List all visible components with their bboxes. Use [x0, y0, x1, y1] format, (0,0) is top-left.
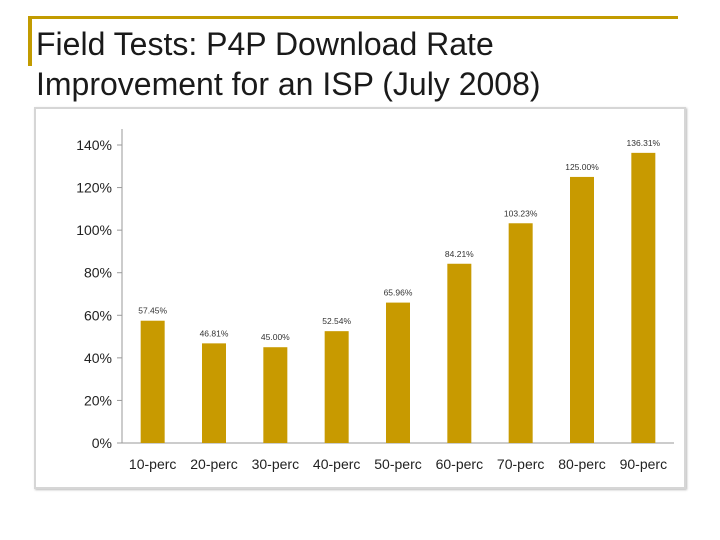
- x-tick-label: 10-perc: [129, 456, 176, 472]
- x-tick-label: 40-perc: [313, 456, 360, 472]
- y-tick-label: 0%: [92, 435, 112, 451]
- bar: [447, 263, 472, 443]
- slide-title-line2: Improvement for an ISP (July 2008): [36, 66, 541, 102]
- x-tick-label: 60-perc: [436, 456, 483, 472]
- y-tick-label: 40%: [84, 350, 112, 366]
- y-tick-label: 60%: [84, 307, 112, 323]
- y-tick-label: 120%: [76, 180, 112, 196]
- data-label: 65.96%: [384, 288, 413, 298]
- title-accent-bar-horizontal: [28, 16, 678, 19]
- y-tick-label: 80%: [84, 265, 112, 281]
- data-label: 125.00%: [565, 162, 599, 172]
- x-tick-label: 70-perc: [497, 456, 544, 472]
- bar: [263, 347, 288, 443]
- data-label: 84.21%: [445, 249, 474, 259]
- slide-title-block: Field Tests: P4P Download Rate Improveme…: [28, 16, 678, 102]
- bar-chart: 0% 20% 40% 60% 80% 100% 120% 140% 57.45% 10-perc 4…: [76, 129, 674, 472]
- x-tick-label: 90-perc: [620, 456, 667, 472]
- bar: [570, 176, 594, 443]
- data-label: 136.31%: [627, 138, 661, 148]
- bar: [631, 152, 656, 443]
- x-tick-label: 20-perc: [190, 456, 237, 472]
- x-tick-label: 50-perc: [374, 456, 421, 472]
- data-label: 103.23%: [504, 208, 538, 218]
- bar: [202, 343, 226, 443]
- slide-title-line1: Field Tests: P4P Download Rate: [36, 26, 494, 62]
- chart-frame: 0% 20% 40% 60% 80% 100% 120% 140% 57.45% 10-perc 4…: [34, 107, 686, 489]
- bar: [386, 302, 410, 443]
- data-label: 46.81%: [200, 328, 229, 338]
- bar: [140, 320, 165, 443]
- x-tick-label: 30-perc: [252, 456, 299, 472]
- y-tick-label: 140%: [76, 137, 112, 153]
- slide-title: Field Tests: P4P Download Rate Improveme…: [36, 24, 696, 104]
- bar: [508, 223, 533, 443]
- data-label: 57.45%: [138, 306, 167, 316]
- data-label: 52.54%: [322, 316, 351, 326]
- y-tick-label: 100%: [76, 222, 112, 238]
- title-accent-bar-vertical: [28, 16, 32, 66]
- bar: [324, 331, 349, 443]
- y-tick-label: 20%: [84, 392, 112, 408]
- data-label: 45.00%: [261, 332, 290, 342]
- x-tick-label: 80-perc: [558, 456, 605, 472]
